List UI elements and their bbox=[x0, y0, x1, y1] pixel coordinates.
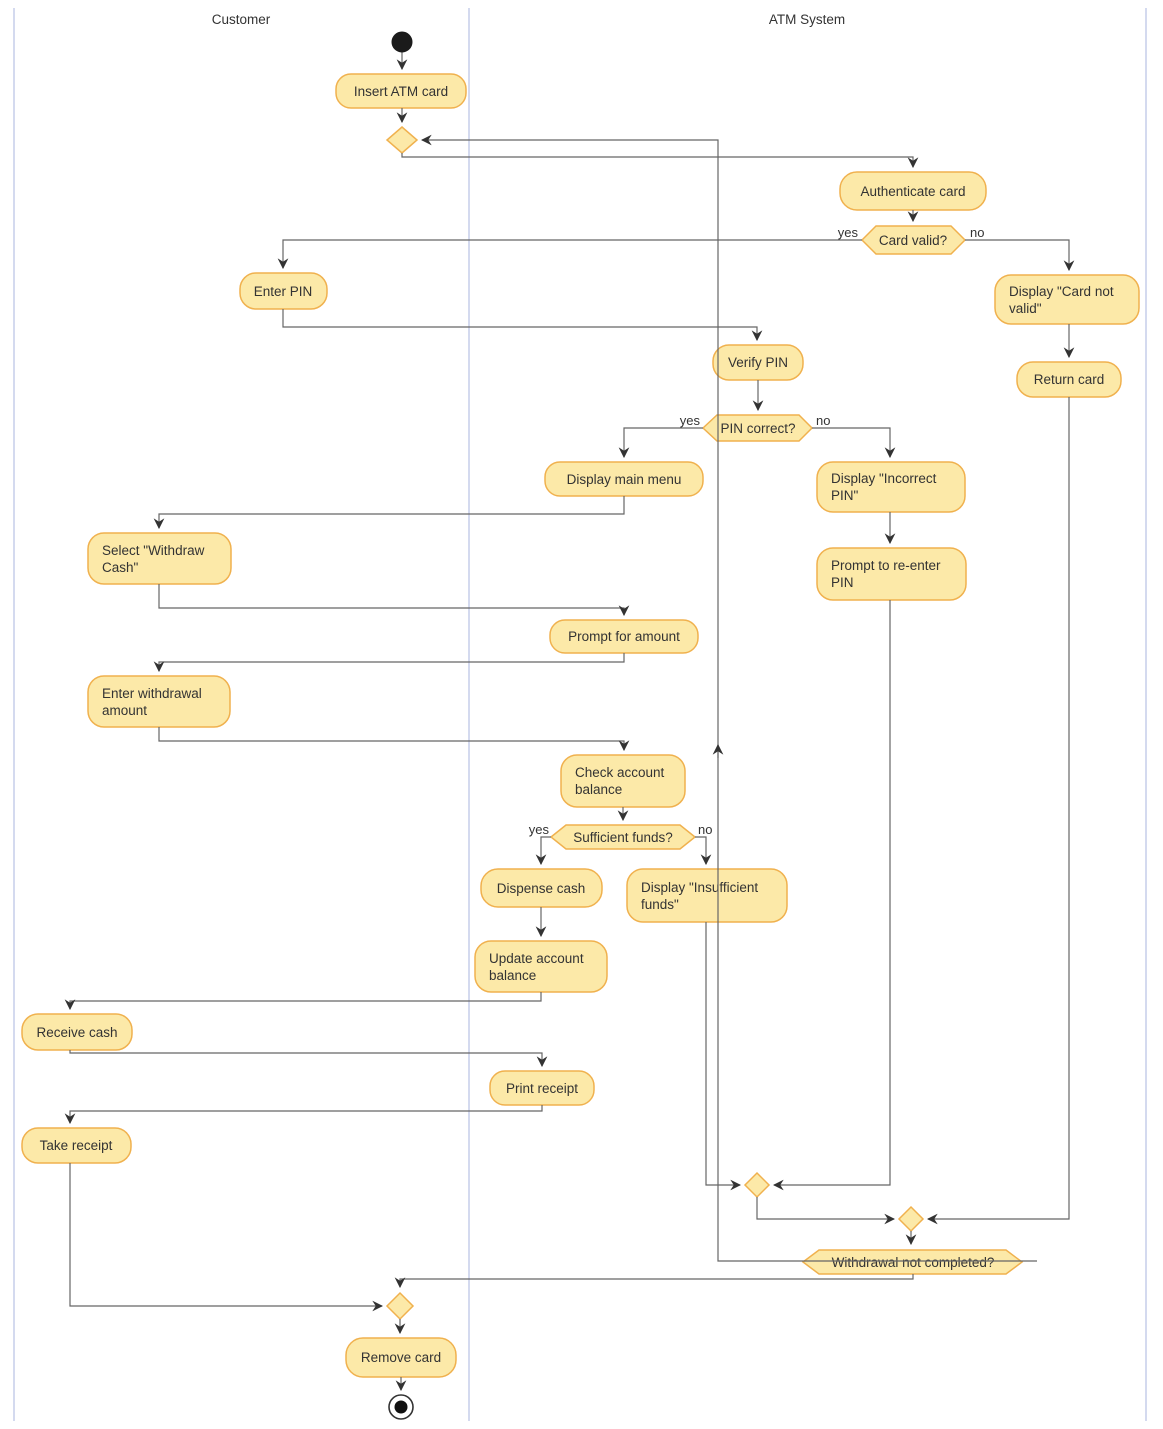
svg-text:Receive cash: Receive cash bbox=[36, 1025, 117, 1040]
card-valid-no-label: no bbox=[970, 225, 984, 240]
node-dispense-cash: Dispense cash bbox=[480, 868, 603, 908]
svg-text:PIN correct?: PIN correct? bbox=[720, 421, 795, 436]
svg-text:Display "Insufficient: Display "Insufficient bbox=[641, 880, 758, 895]
svg-text:Select "Withdraw: Select "Withdraw bbox=[102, 543, 205, 558]
svg-text:Enter PIN: Enter PIN bbox=[254, 284, 313, 299]
sufficient-funds-no-label: no bbox=[698, 822, 712, 837]
svg-text:Remove card: Remove card bbox=[361, 1350, 441, 1365]
merge-diamond-retry bbox=[743, 1171, 771, 1199]
start-node bbox=[391, 31, 413, 53]
node-update-account-balance: Update account balance bbox=[474, 940, 608, 993]
merge-diamond-final bbox=[385, 1291, 415, 1321]
node-prompt-for-amount: Prompt for amount bbox=[549, 619, 699, 654]
node-select-withdraw-cash: Select "Withdraw Cash" bbox=[87, 532, 232, 585]
svg-text:Print receipt: Print receipt bbox=[506, 1081, 578, 1096]
svg-text:Prompt for amount: Prompt for amount bbox=[568, 629, 680, 644]
node-take-receipt: Take receipt bbox=[21, 1127, 132, 1164]
node-receive-cash: Receive cash bbox=[21, 1013, 133, 1051]
node-prompt-reenter-pin: Prompt to re-enter PIN bbox=[816, 547, 967, 601]
svg-text:Authenticate card: Authenticate card bbox=[860, 184, 965, 199]
svg-text:amount: amount bbox=[102, 703, 147, 718]
decision-pin-correct: PIN correct? bbox=[701, 414, 814, 442]
svg-text:Display main menu: Display main menu bbox=[567, 472, 682, 487]
node-display-incorrect-pin: Display "Incorrect PIN" bbox=[816, 461, 966, 513]
svg-text:Dispense cash: Dispense cash bbox=[497, 881, 586, 896]
node-enter-withdrawal-amount: Enter withdrawal amount bbox=[87, 675, 231, 728]
svg-text:Display "Incorrect: Display "Incorrect bbox=[831, 471, 937, 486]
node-insert-atm-card: Insert ATM card bbox=[335, 73, 467, 109]
svg-text:balance: balance bbox=[489, 968, 536, 983]
edges bbox=[64, 52, 1075, 1392]
svg-text:Verify PIN: Verify PIN bbox=[728, 355, 788, 370]
svg-text:PIN: PIN bbox=[831, 575, 854, 590]
svg-text:Enter withdrawal: Enter withdrawal bbox=[102, 686, 202, 701]
lane-title-atm-system: ATM System bbox=[769, 12, 845, 27]
merge-diamond-top bbox=[385, 126, 419, 154]
sufficient-funds-yes-label: yes bbox=[529, 822, 550, 837]
svg-text:Check account: Check account bbox=[575, 765, 665, 780]
svg-text:Insert ATM card: Insert ATM card bbox=[354, 84, 448, 99]
lane-title-customer: Customer bbox=[212, 12, 271, 27]
svg-text:Sufficient funds?: Sufficient funds? bbox=[573, 830, 673, 845]
node-remove-card: Remove card bbox=[345, 1337, 457, 1378]
pin-correct-yes-label: yes bbox=[680, 413, 701, 428]
svg-text:Cash": Cash" bbox=[102, 560, 139, 575]
node-display-card-not-valid: Display "Card not valid" bbox=[994, 274, 1140, 325]
svg-text:Take receipt: Take receipt bbox=[40, 1138, 113, 1153]
decision-withdrawal-not-completed: Withdrawal not completed? bbox=[801, 1249, 1024, 1275]
node-enter-pin: Enter PIN bbox=[239, 272, 328, 310]
node-print-receipt: Print receipt bbox=[489, 1070, 595, 1106]
card-valid-yes-label: yes bbox=[838, 225, 859, 240]
svg-text:PIN": PIN" bbox=[831, 488, 859, 503]
end-node bbox=[388, 1394, 414, 1420]
svg-text:valid": valid" bbox=[1009, 301, 1042, 316]
edge-labels: yes no yes no yes no bbox=[529, 225, 985, 837]
svg-text:Withdrawal not completed?: Withdrawal not completed? bbox=[832, 1255, 995, 1270]
node-return-card: Return card bbox=[1016, 361, 1122, 398]
node-check-account-balance: Check account balance bbox=[560, 754, 686, 808]
node-authenticate-card: Authenticate card bbox=[839, 171, 987, 211]
decision-sufficient-funds: Sufficient funds? bbox=[549, 824, 697, 850]
svg-text:funds": funds" bbox=[641, 897, 679, 912]
svg-text:Card valid?: Card valid? bbox=[879, 233, 947, 248]
decision-card-valid: Card valid? bbox=[860, 225, 967, 255]
pin-correct-no-label: no bbox=[816, 413, 830, 428]
svg-text:Prompt to re-enter: Prompt to re-enter bbox=[831, 558, 941, 573]
svg-text:balance: balance bbox=[575, 782, 622, 797]
node-display-insufficient-funds: Display "Insufficient funds" bbox=[626, 868, 788, 923]
svg-text:Update account: Update account bbox=[489, 951, 584, 966]
svg-text:Return card: Return card bbox=[1034, 372, 1105, 387]
svg-text:Display "Card not: Display "Card not bbox=[1009, 284, 1114, 299]
swimlanes: Customer ATM System bbox=[13, 8, 1147, 1421]
merge-diamond-return bbox=[897, 1205, 925, 1233]
node-display-main-menu: Display main menu bbox=[544, 461, 704, 497]
node-verify-pin: Verify PIN bbox=[712, 344, 804, 381]
